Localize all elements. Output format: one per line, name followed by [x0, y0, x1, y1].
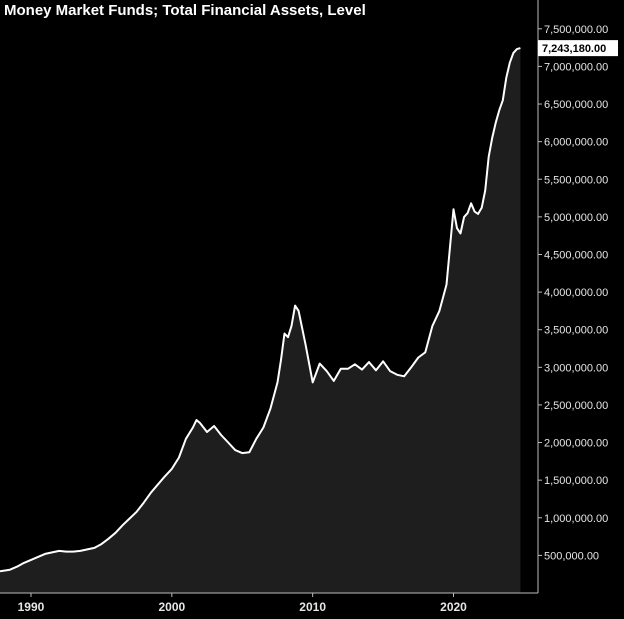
chart-title: Money Market Funds; Total Financial Asse… — [4, 2, 366, 19]
x-tick-label: 2020 — [440, 600, 467, 614]
y-tick-label: 5,000,000.00 — [544, 212, 608, 224]
y-tick-label: 5,500,000.00 — [544, 174, 608, 186]
y-tick-label: 1,500,000.00 — [544, 475, 608, 487]
y-tick-label: 4,500,000.00 — [544, 249, 608, 261]
y-tick-label: 4,000,000.00 — [544, 287, 608, 299]
y-tick-label: 3,000,000.00 — [544, 362, 608, 374]
series-line — [0, 47, 521, 573]
y-tick-label: 500,000.00 — [544, 550, 599, 562]
y-tick-label: 7,000,000.00 — [544, 61, 608, 73]
series-area — [0, 48, 521, 594]
y-tick-label: 6,000,000.00 — [544, 137, 608, 149]
x-tick-label: 2000 — [158, 600, 185, 614]
y-tick-label: 6,500,000.00 — [544, 99, 608, 111]
y-tick-label: 2,000,000.00 — [544, 438, 608, 450]
y-tick-label: 1,000,000.00 — [544, 513, 608, 525]
y-tick-label: 7,500,000.00 — [544, 24, 608, 36]
last-value-label: 7,243,180.00 — [542, 43, 606, 55]
x-tick-label: 1990 — [18, 600, 45, 614]
last-value-badge — [538, 40, 618, 57]
x-tick-label: 2010 — [299, 600, 326, 614]
y-tick-label: 2,500,000.00 — [544, 400, 608, 412]
y-tick-label: 3,500,000.00 — [544, 325, 608, 337]
